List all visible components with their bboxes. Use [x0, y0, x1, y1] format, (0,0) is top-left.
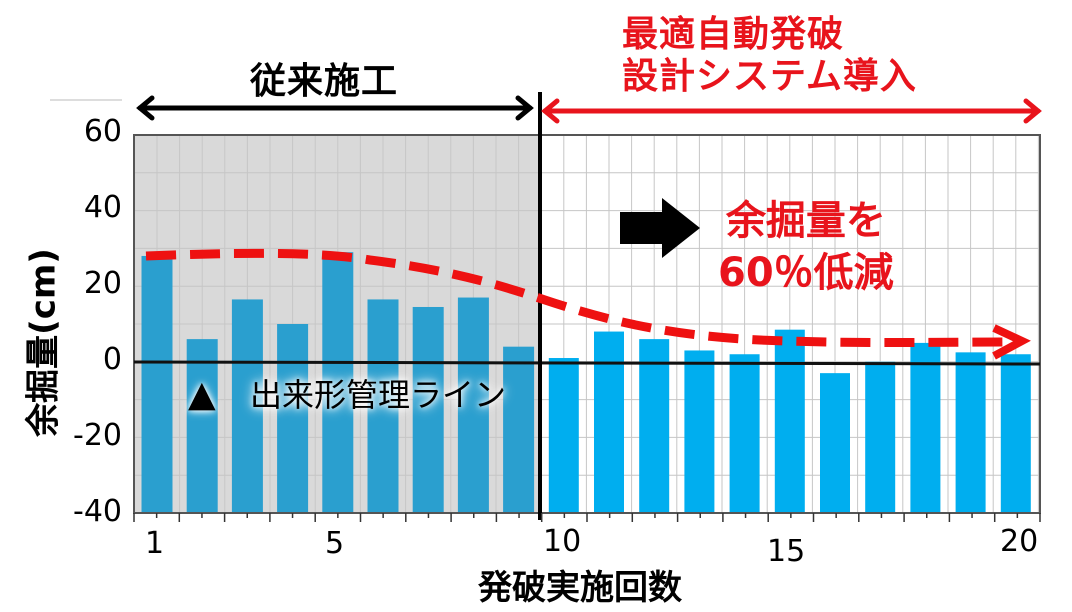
x-axis-label: 発破実施回数	[478, 568, 682, 608]
bar-5	[322, 252, 354, 513]
new-system-title-line2: 設計システム導入	[622, 56, 917, 97]
triangle-marker-icon: ▲	[188, 374, 216, 415]
x-tick-marks	[133, 513, 1041, 522]
bar-3	[231, 299, 263, 513]
y-tick-0: 0	[102, 342, 122, 377]
conventional-span-arrow	[136, 95, 534, 121]
y-tick-40: 40	[83, 190, 122, 225]
bar-18	[910, 342, 941, 513]
new-system-title-line1: 最適自動発破	[622, 14, 845, 55]
bars	[141, 252, 1031, 513]
bar-7	[412, 306, 444, 513]
bar-19	[955, 352, 986, 513]
x-tick-15: 15	[767, 534, 806, 569]
bar-11	[594, 331, 624, 513]
bar-14	[729, 354, 760, 513]
bar-9	[503, 346, 535, 513]
bar-6	[367, 299, 399, 513]
zero-line	[133, 360, 1041, 366]
management-line-label: 出来形管理ライン	[250, 376, 507, 414]
y-tick-neg40: -40	[73, 494, 122, 529]
bar-17	[865, 361, 896, 513]
bar-1	[141, 255, 173, 513]
right-arrow-icon	[620, 198, 700, 258]
reduction-line2: 60％低減	[718, 250, 894, 296]
x-tick-20: 20	[1000, 524, 1039, 559]
x-tick-5: 5	[325, 526, 345, 561]
new-system-title: 最適自動発破 設計システム導入	[622, 14, 917, 98]
y-axis-label: 余掘量(cm)	[23, 248, 64, 437]
new-system-span-arrow	[541, 98, 1042, 124]
reduction-annotation: 余掘量を 60％低減	[718, 195, 894, 299]
y-tick-20: 20	[83, 266, 122, 301]
bar-10	[548, 358, 579, 513]
y-tick-60: 60	[83, 114, 122, 149]
bar-12	[639, 339, 670, 513]
x-tick-10: 10	[543, 524, 582, 559]
trend-line	[145, 248, 1011, 347]
bar-4	[277, 324, 309, 513]
bar-20	[1000, 354, 1031, 513]
bar-15	[774, 329, 805, 513]
conventional-title: 従来施工	[250, 61, 399, 102]
bar-2	[186, 339, 218, 513]
y-tick-neg20: -20	[73, 418, 122, 453]
bar-13	[684, 350, 715, 513]
bar-16	[820, 373, 850, 513]
reduction-line1: 余掘量を	[725, 198, 886, 244]
x-tick-1: 1	[145, 526, 165, 561]
trend-arrowhead	[992, 324, 1031, 360]
bar-8	[457, 297, 489, 513]
